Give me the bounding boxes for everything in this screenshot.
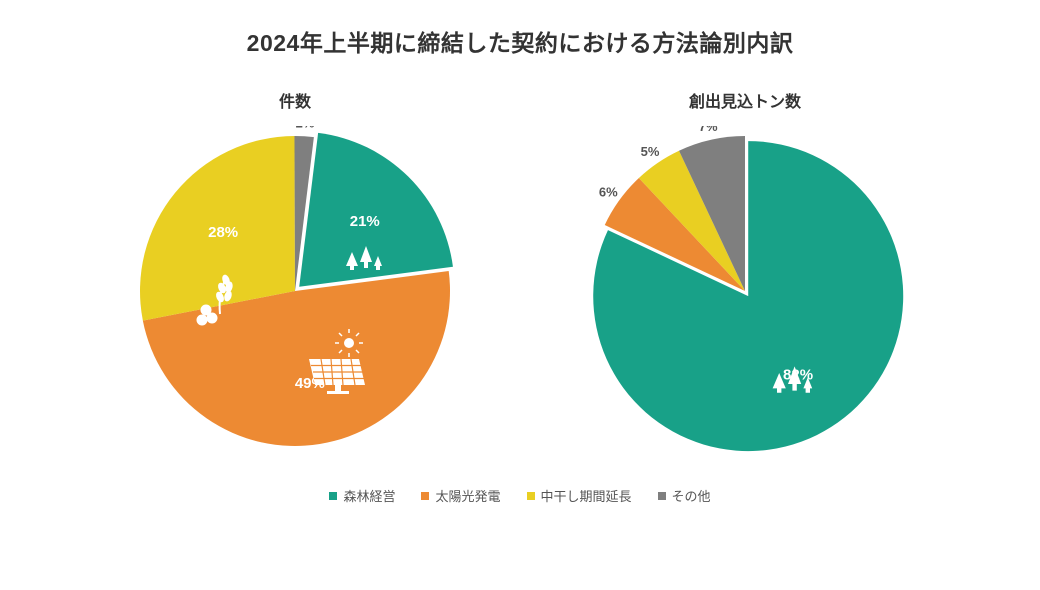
charts-row: 件数 21%49%28%2%	[0, 88, 1040, 456]
slice-label-other: 2%	[296, 126, 315, 130]
legend-item-forest: 森林経営	[329, 486, 395, 505]
legend-swatch	[421, 492, 429, 500]
chart-left-pie: 21%49%28%2%	[130, 126, 460, 456]
chart-right-subtitle: 創出見込トン数	[580, 88, 910, 112]
chart-right-pie: 82%6%5%7%	[580, 126, 910, 456]
slice-label-forest: 21%	[350, 213, 380, 230]
legend: 森林経営 太陽光発電 中干し期間延長 その他	[0, 486, 1040, 505]
legend-label: 中干し期間延長	[541, 486, 632, 505]
legend-swatch	[329, 492, 337, 500]
chart-right: 創出見込トン数 82%6%5%7%	[580, 88, 910, 456]
slice-label-other: 7%	[699, 126, 718, 134]
pie-svg-right: 82%6%5%7%	[580, 126, 910, 456]
legend-swatch	[658, 492, 666, 500]
legend-item-other: その他	[658, 486, 711, 505]
legend-label: その他	[672, 486, 711, 505]
legend-item-solar: 太陽光発電	[421, 486, 500, 505]
slice-label-rice: 28%	[208, 224, 238, 241]
slice-label-solar: 6%	[599, 185, 618, 200]
chart-left: 件数 21%49%28%2%	[130, 88, 460, 456]
chart-left-subtitle: 件数	[130, 88, 460, 112]
legend-label: 森林経営	[343, 486, 395, 505]
legend-item-rice: 中干し期間延長	[527, 486, 632, 505]
legend-swatch	[527, 492, 535, 500]
slice-label-rice: 5%	[641, 144, 660, 159]
pie-svg-left: 21%49%28%2%	[130, 126, 460, 456]
page-title: 2024年上半期に締結した契約における方法論別内訳	[0, 0, 1040, 58]
legend-label: 太陽光発電	[435, 486, 500, 505]
